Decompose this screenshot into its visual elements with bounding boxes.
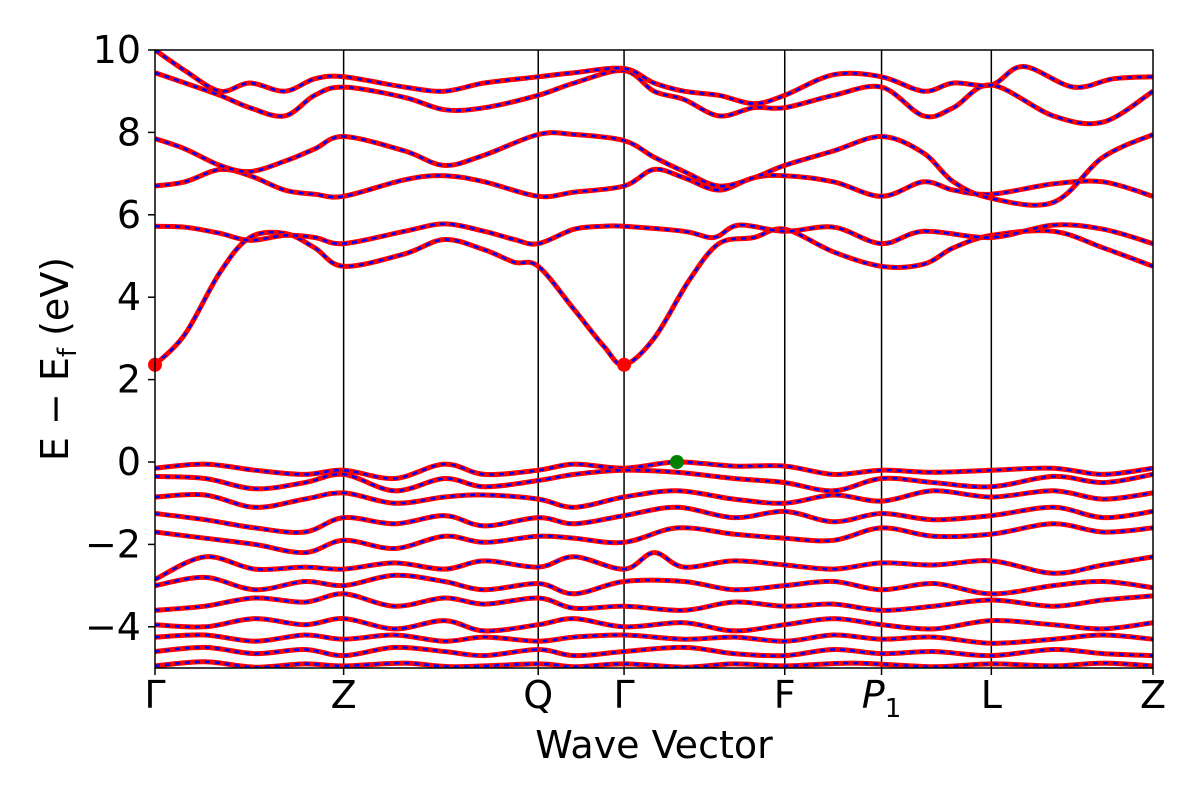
x-tick-label: Γ: [613, 673, 634, 717]
x-axis-title: Wave Vector: [535, 723, 773, 767]
y-axis-title: E − Ef (eV): [33, 257, 83, 461]
x-tick-label-main: Γ: [613, 673, 634, 717]
band-line-overlay: [155, 168, 1153, 199]
high-symmetry-lines: [342, 50, 993, 668]
y-tick-label: 6: [117, 193, 141, 237]
y-tick-label: 2: [117, 358, 141, 402]
x-tick-label-main: F: [774, 673, 796, 717]
band-line: [155, 521, 1153, 556]
band-line: [155, 550, 1153, 582]
y-axis: −4 −2 0 2 4 6 8 10: [85, 28, 155, 649]
y-tick-label: 8: [117, 110, 141, 154]
markers-layer: [148, 357, 684, 469]
band-line-overlay: [155, 522, 1153, 554]
band-line: [155, 50, 1153, 107]
x-tick-label-main: Z: [331, 673, 357, 717]
band-line: [155, 221, 1153, 247]
x-tick-label: Z: [331, 673, 357, 717]
y-tick-label: −2: [85, 522, 141, 566]
x-tick-label-main: Z: [1140, 673, 1166, 717]
x-axis: Γ Z Q Γ F P1 L Z: [144, 668, 1166, 724]
y-tick-label: 4: [117, 275, 141, 319]
y-tick-label: 0: [117, 440, 141, 484]
band-line-overlay: [155, 551, 1153, 581]
band-line-overlay: [155, 506, 1153, 534]
cbm-marker: [617, 357, 632, 372]
x-tick-label-main: Γ: [144, 673, 165, 717]
x-tick-label: Γ: [144, 673, 165, 717]
x-tick-label-sub: 1: [885, 694, 902, 724]
plot-frame: [154, 49, 1154, 669]
x-tick-label: Z: [1140, 673, 1166, 717]
x-tick-label-main: P: [862, 673, 885, 717]
band-line-overlay: [155, 460, 1153, 480]
band-line: [155, 166, 1153, 200]
band-line: [155, 504, 1153, 535]
band-line-overlay: [155, 69, 1153, 125]
vbm-marker: [669, 455, 684, 469]
band-line-overlay: [155, 131, 1153, 207]
y-tick-label: 10: [93, 28, 141, 72]
band-line-overlay: [155, 468, 1153, 493]
bands-layer: [155, 50, 1153, 668]
band-line-overlay: [155, 617, 1153, 633]
band-line-overlay: [155, 660, 1153, 668]
band-line-overlay: [155, 633, 1153, 645]
x-tick-label: Q: [523, 673, 553, 717]
band-line-overlay: [155, 574, 1153, 596]
x-tick-label-main: Q: [523, 673, 553, 717]
y-axis-title-unit: (eV): [33, 257, 77, 348]
y-axis-title-main: E − E: [33, 357, 77, 461]
band-line-overlay: [155, 592, 1153, 612]
y-axis-title-sub: f: [53, 347, 83, 357]
band-line: [155, 226, 1153, 368]
x-tick-label: F: [774, 673, 796, 717]
band-line-overlay: [155, 50, 1153, 105]
y-tick-label: −4: [85, 605, 141, 649]
band-line-overlay: [155, 646, 1153, 658]
x-tick-label-main: L: [981, 673, 1002, 717]
band-line: [155, 572, 1153, 597]
band-line-overlay: [155, 489, 1153, 509]
x-tick-label: P1: [862, 673, 901, 724]
x-tick-label: L: [981, 673, 1002, 717]
band-line-overlay: [155, 227, 1153, 367]
